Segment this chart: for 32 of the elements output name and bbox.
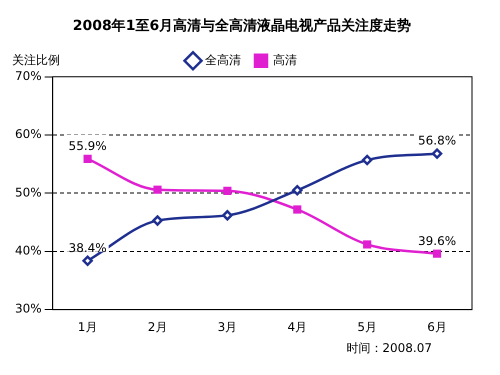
point: [153, 186, 162, 194]
point: [432, 148, 442, 159]
y-tick-label: 50%: [15, 185, 42, 200]
point: [152, 215, 163, 226]
data-label: 39.6%: [418, 234, 456, 248]
legend-label: 全高清: [205, 52, 241, 67]
chart-title: 2008年1至6月高清与全高清液晶电视产品关注度走势: [72, 17, 412, 34]
data-label: 55.9%: [68, 138, 107, 153]
text: 时间：2008.07: [346, 340, 432, 357]
point: [222, 210, 233, 221]
x-tick-label: 4月: [287, 320, 308, 334]
y-tick-label: 60%: [15, 127, 42, 142]
y-tick-label: 70%: [15, 68, 42, 83]
point: [82, 255, 93, 266]
x-tick-label: 6月: [427, 320, 447, 334]
x-tick-label: 2月: [148, 320, 168, 334]
point: [84, 154, 92, 163]
y-tick-label: 30%: [15, 302, 42, 316]
point: [363, 240, 372, 248]
y-tick-label: 40%: [15, 244, 42, 258]
point: [223, 186, 232, 195]
x-tick-label: 1月: [78, 320, 98, 334]
point: [293, 205, 302, 214]
data-label: 38.4%: [68, 240, 107, 255]
x-tick-label: 3月: [218, 320, 238, 334]
point: [432, 250, 442, 258]
x-tick-label: 5月: [357, 320, 377, 334]
y-axis-title: 关注比例: [12, 52, 60, 67]
point: [292, 185, 303, 196]
point: [362, 154, 372, 166]
data-label: 56.8%: [418, 134, 456, 148]
legend-label: 高清: [273, 52, 297, 67]
